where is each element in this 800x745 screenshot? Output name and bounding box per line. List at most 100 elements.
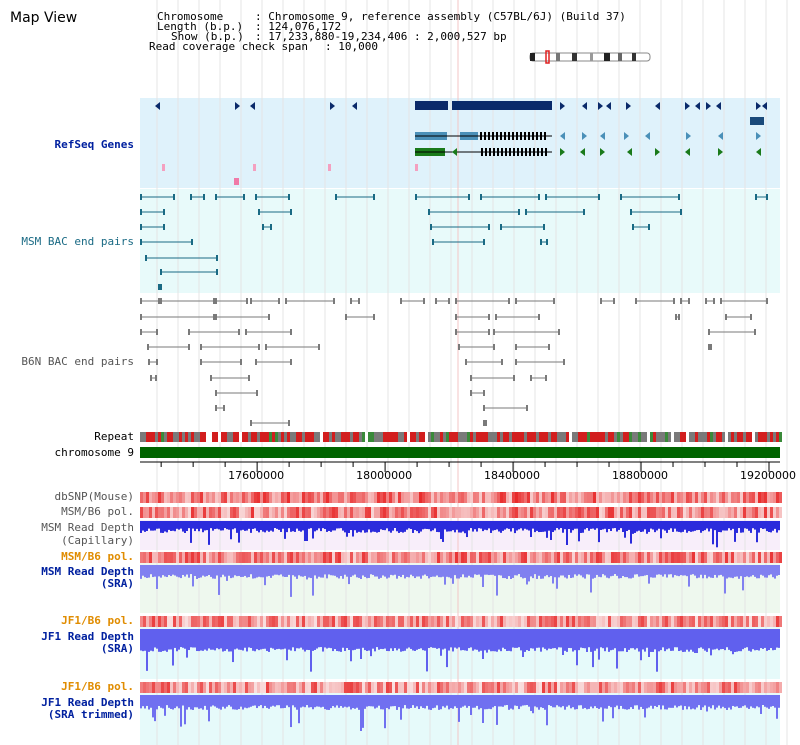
jf1-sra-depth-bar bbox=[546, 629, 548, 651]
msm-b6-pol-heat-cell bbox=[170, 507, 173, 518]
msm-sra-depth-bar bbox=[148, 565, 150, 578]
jf1-sra-depth-bar bbox=[184, 629, 186, 649]
track-label-refseq[interactable]: RefSeq Genes bbox=[54, 138, 134, 151]
msm-b6-pol-heat-cell bbox=[665, 507, 668, 518]
msm-bac-pair-end bbox=[290, 209, 292, 215]
jf1-trim-depth-bar bbox=[726, 695, 728, 710]
jf1-sra-depth-bar bbox=[560, 629, 562, 648]
msm-sra-depth-bar bbox=[378, 565, 380, 579]
msm-cap-depth-bar bbox=[726, 521, 728, 531]
msm-b6-pol-heat-cell bbox=[710, 552, 713, 563]
track-label-msm-b6-pol-2[interactable]: MSM/B6 pol. bbox=[61, 550, 134, 563]
repeat-segment bbox=[191, 432, 194, 442]
jf1-sra-depth-bar bbox=[288, 629, 290, 650]
msm-sra-depth-bar bbox=[540, 565, 542, 579]
msm-sra-depth-bar bbox=[650, 565, 652, 578]
jf1-trim-depth-bar bbox=[712, 695, 714, 706]
msm-b6-pol-heat-cell bbox=[176, 507, 179, 518]
jf1-trim-depth-bar bbox=[388, 695, 390, 710]
msm-b6-pol-heat-cell bbox=[521, 552, 524, 563]
msm-b6-pol-heat-cell bbox=[440, 507, 443, 518]
msm-bac-pair-end bbox=[160, 269, 162, 275]
repeat-segment bbox=[572, 432, 575, 442]
track-label-msm-read-depth-cap[interactable]: MSM Read Depth bbox=[41, 521, 134, 534]
track-label-msm-bac[interactable]: MSM BAC end pairs bbox=[21, 235, 134, 248]
msm-b6-pol-heat-cell bbox=[296, 507, 299, 518]
jf1-b6-pol-heat-cell bbox=[689, 682, 692, 693]
msm-sra-depth-bar bbox=[154, 565, 156, 577]
track-label-msm-read-depth-sra[interactable]: MSM Read Depth bbox=[41, 565, 134, 578]
repeat-segment bbox=[581, 432, 584, 442]
repeat-segment bbox=[716, 432, 719, 442]
jf1-b6-pol-heat-cell bbox=[449, 682, 452, 693]
jf1-b6-pol-heat-cell bbox=[320, 616, 323, 627]
jf1-trim-depth-bar bbox=[176, 695, 178, 707]
jf1-sra-depth-bar bbox=[376, 629, 378, 648]
jf1-sra-depth-bar bbox=[380, 629, 382, 649]
repeat-segment bbox=[308, 432, 311, 442]
track-label-jf1-read-depth-sra[interactable]: JF1 Read Depth bbox=[41, 630, 134, 643]
dbsnp-heat-cell bbox=[158, 492, 161, 503]
dbsnp-heat-cell bbox=[584, 492, 587, 503]
jf1-sra-depth-bar bbox=[656, 629, 658, 672]
jf1-trim-depth-bar bbox=[378, 695, 380, 706]
msm-sra-depth-bar bbox=[310, 565, 312, 579]
msm-b6-pol-heat-cell bbox=[263, 552, 266, 563]
msm-sra-depth-bar bbox=[214, 565, 216, 579]
msm-sra-depth-bar bbox=[534, 565, 536, 575]
dbsnp-heat-cell bbox=[173, 492, 176, 503]
msm-b6-pol-heat-cell bbox=[365, 552, 368, 563]
msm-b6-pol-heat-cell bbox=[443, 507, 446, 518]
jf1-sra-depth-bar bbox=[174, 629, 176, 648]
track-label-jf1-read-depth-trim[interactable]: JF1 Read Depth bbox=[41, 696, 134, 709]
jf1-sra-depth-bar bbox=[682, 629, 684, 652]
msm-cap-depth-bar bbox=[142, 521, 144, 531]
msm-cap-depth-bar bbox=[284, 521, 286, 539]
jf1-trim-depth-bar bbox=[308, 695, 310, 708]
dbsnp-heat-cell bbox=[752, 492, 755, 503]
track-label-msm-b6-pol-1[interactable]: MSM/B6 pol. bbox=[61, 505, 134, 518]
b6n-bac-pair-end bbox=[333, 298, 335, 304]
jf1-b6-pol-heat-cell bbox=[299, 682, 302, 693]
strand-arrow bbox=[756, 132, 761, 140]
jf1-b6-pol-heat-cell bbox=[605, 616, 608, 627]
jf1-trim-depth-bar bbox=[702, 695, 704, 708]
jf1-b6-pol-heat-cell bbox=[248, 616, 251, 627]
jf1-b6-pol-heat-cell bbox=[371, 616, 374, 627]
b6n-bac-pair-end bbox=[345, 314, 347, 320]
msm-sra-depth-bar bbox=[478, 565, 480, 575]
jf1-trim-depth-bar bbox=[752, 695, 754, 708]
jf1-sra-depth-bar bbox=[388, 629, 390, 652]
track-label-chromosome[interactable]: chromosome 9 bbox=[54, 446, 134, 459]
msm-bac-pair-end bbox=[518, 209, 520, 215]
msm-sra-depth-bar bbox=[162, 565, 164, 576]
track-label-b6n-bac[interactable]: B6N BAC end pairs bbox=[21, 355, 134, 368]
track-label-dbsnp[interactable]: dbSNP(Mouse) bbox=[54, 490, 134, 503]
jf1-sra-depth-bar bbox=[246, 629, 248, 652]
jf1-sra-depth-bar bbox=[286, 629, 288, 661]
dbsnp-heat-cell bbox=[671, 492, 674, 503]
msm-sra-depth-bar bbox=[258, 565, 260, 577]
track-label-repeat[interactable]: Repeat bbox=[94, 430, 134, 443]
dbsnp-heat-cell bbox=[587, 492, 590, 503]
jf1-sra-depth-bar bbox=[190, 629, 192, 648]
msm-b6-pol-heat-cell bbox=[281, 507, 284, 518]
dbsnp-heat-cell bbox=[341, 492, 344, 503]
jf1-b6-pol-heat-cell bbox=[203, 616, 206, 627]
msm-b6-pol-heat-cell bbox=[731, 507, 734, 518]
jf1-b6-pol-heat-cell bbox=[551, 616, 554, 627]
jf1-trim-depth-bar bbox=[196, 695, 198, 708]
msm-cap-depth-bar bbox=[348, 521, 350, 533]
dbsnp-heat-cell bbox=[545, 492, 548, 503]
track-label-jf1-b6-pol-1[interactable]: JF1/B6 pol. bbox=[61, 614, 134, 627]
track-label-jf1-b6-pol-2[interactable]: JF1/B6 pol. bbox=[61, 680, 134, 693]
jf1-sra-depth-bar bbox=[314, 629, 316, 650]
jf1-b6-pol-heat-cell bbox=[701, 616, 704, 627]
jf1-trim-depth-bar bbox=[602, 695, 604, 722]
repeat-segment bbox=[722, 432, 725, 442]
jf1-b6-pol-heat-cell bbox=[173, 616, 176, 627]
msm-b6-pol-heat-cell bbox=[635, 552, 638, 563]
jf1-trim-depth-bar bbox=[230, 695, 232, 707]
